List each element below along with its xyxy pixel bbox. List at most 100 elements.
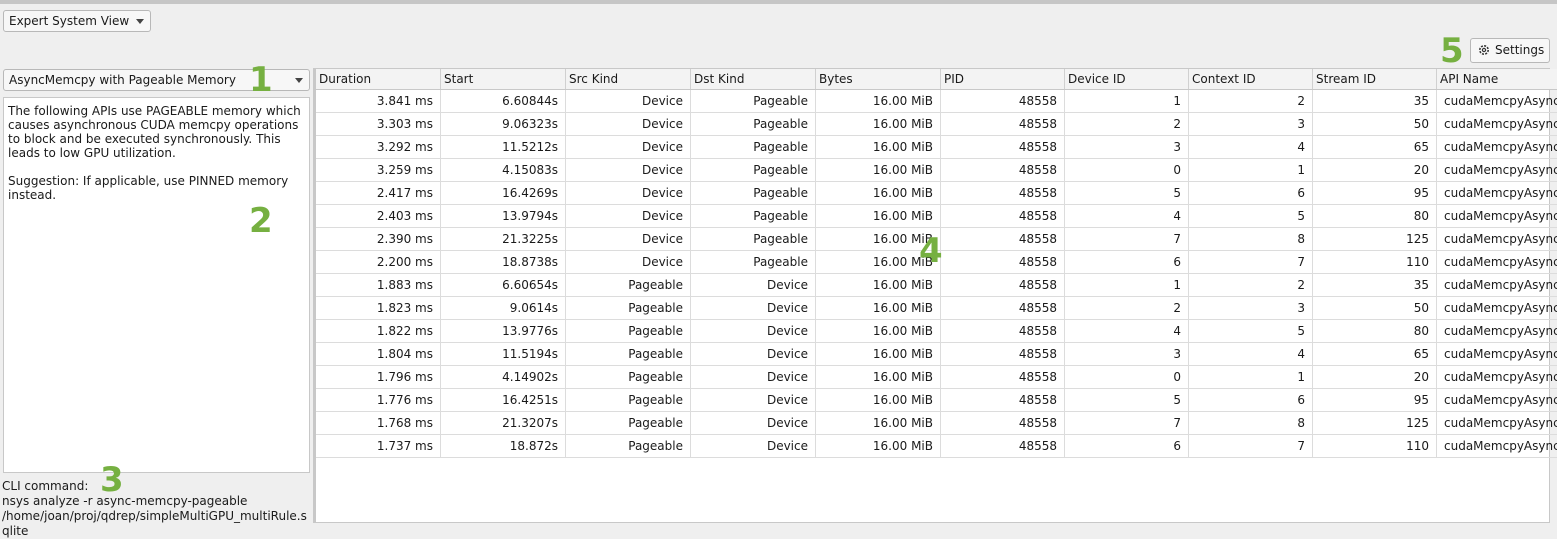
table-cell: 9.0614s	[441, 297, 566, 320]
view-selector[interactable]: Expert System View	[3, 10, 151, 32]
cli-label: CLI command:	[2, 479, 310, 494]
table-cell: 16.00 MiB	[816, 366, 941, 389]
table-cell: Device	[691, 412, 816, 435]
table-cell: 5	[1189, 205, 1313, 228]
table-cell: 48558	[941, 343, 1065, 366]
table-cell: 2.390 ms	[316, 228, 441, 251]
table-cell: 110	[1313, 251, 1437, 274]
table-cell: cudaMemcpyAsync_v3020	[1437, 159, 1557, 182]
table-cell: Pageable	[566, 389, 691, 412]
table-cell: 1	[1189, 159, 1313, 182]
table-cell: 48558	[941, 90, 1065, 113]
settings-button[interactable]: Settings	[1470, 38, 1550, 63]
table-cell: 4.15083s	[441, 159, 566, 182]
table-cell: 11.5212s	[441, 136, 566, 159]
table-cell: 20	[1313, 159, 1437, 182]
table-cell: cudaMemcpyAsync_v3020	[1437, 251, 1557, 274]
column-header[interactable]: Duration	[316, 69, 441, 90]
rule-description: The following APIs use PAGEABLE memory w…	[3, 97, 310, 473]
column-header[interactable]: Bytes	[816, 69, 941, 90]
table-cell: cudaMemcpyAsync_v3020	[1437, 389, 1557, 412]
table-cell: 2.200 ms	[316, 251, 441, 274]
column-header[interactable]: Device ID	[1065, 69, 1189, 90]
table-cell: 16.00 MiB	[816, 205, 941, 228]
table-cell: Pageable	[691, 182, 816, 205]
table-cell: cudaMemcpyAsync_v3020	[1437, 90, 1557, 113]
suggestion-text: Suggestion: If applicable, use PINNED me…	[8, 174, 305, 202]
table-cell: cudaMemcpyAsync_v3020	[1437, 297, 1557, 320]
table-cell: 3.841 ms	[316, 90, 441, 113]
table-cell: 16.00 MiB	[816, 113, 941, 136]
table-cell: 65	[1313, 136, 1437, 159]
column-header[interactable]: Dst Kind	[691, 69, 816, 90]
table-cell: 11.5194s	[441, 343, 566, 366]
rule-selector-label: AsyncMemcpy with Pageable Memory	[9, 73, 236, 87]
column-header[interactable]: PID	[941, 69, 1065, 90]
table-cell: 16.00 MiB	[816, 159, 941, 182]
column-header[interactable]: Src Kind	[566, 69, 691, 90]
table-cell: Device	[566, 90, 691, 113]
table-cell: 16.00 MiB	[816, 389, 941, 412]
table-cell: 2.417 ms	[316, 182, 441, 205]
table-cell: 13.9794s	[441, 205, 566, 228]
table-cell: 125	[1313, 412, 1437, 435]
table-cell: 6.60844s	[441, 90, 566, 113]
table-cell: Pageable	[566, 274, 691, 297]
table-cell: Device	[691, 297, 816, 320]
table-cell: 5	[1065, 182, 1189, 205]
callout: 3	[100, 463, 124, 497]
table-cell: cudaMemcpyAsync_v3020	[1437, 136, 1557, 159]
table-cell: 2	[1189, 274, 1313, 297]
table-cell: 3.259 ms	[316, 159, 441, 182]
column-header[interactable]: Start	[441, 69, 566, 90]
table-cell: 1	[1065, 90, 1189, 113]
table-cell: Pageable	[691, 205, 816, 228]
table-cell: 48558	[941, 435, 1065, 458]
table-cell: 35	[1313, 274, 1437, 297]
settings-label: Settings	[1495, 43, 1544, 57]
table-cell: Pageable	[566, 366, 691, 389]
table-cell: 80	[1313, 320, 1437, 343]
table-cell: 3.303 ms	[316, 113, 441, 136]
table-cell: 16.00 MiB	[816, 274, 941, 297]
table-cell: Pageable	[566, 435, 691, 458]
table-cell: 3	[1189, 113, 1313, 136]
table-cell: 48558	[941, 366, 1065, 389]
table-cell: 16.00 MiB	[816, 297, 941, 320]
table-cell: Pageable	[691, 251, 816, 274]
table-cell: Pageable	[566, 320, 691, 343]
table-cell: Pageable	[566, 412, 691, 435]
table-cell: Pageable	[691, 159, 816, 182]
callout: 2	[249, 204, 273, 238]
table-cell: 4	[1065, 205, 1189, 228]
table-cell: 110	[1313, 435, 1437, 458]
table-cell: 1	[1189, 366, 1313, 389]
table-cell: 48558	[941, 320, 1065, 343]
column-header[interactable]: Context ID	[1189, 69, 1313, 90]
table-cell: 16.00 MiB	[816, 136, 941, 159]
column-header[interactable]: Stream ID	[1313, 69, 1437, 90]
column-header[interactable]: API Name	[1437, 69, 1557, 90]
table-cell: 3.292 ms	[316, 136, 441, 159]
table-cell: 7	[1189, 251, 1313, 274]
table-cell: Device	[566, 205, 691, 228]
table-cell: Device	[691, 366, 816, 389]
table-cell: 1.768 ms	[316, 412, 441, 435]
table-cell: Pageable	[566, 297, 691, 320]
table-cell: 3	[1189, 297, 1313, 320]
